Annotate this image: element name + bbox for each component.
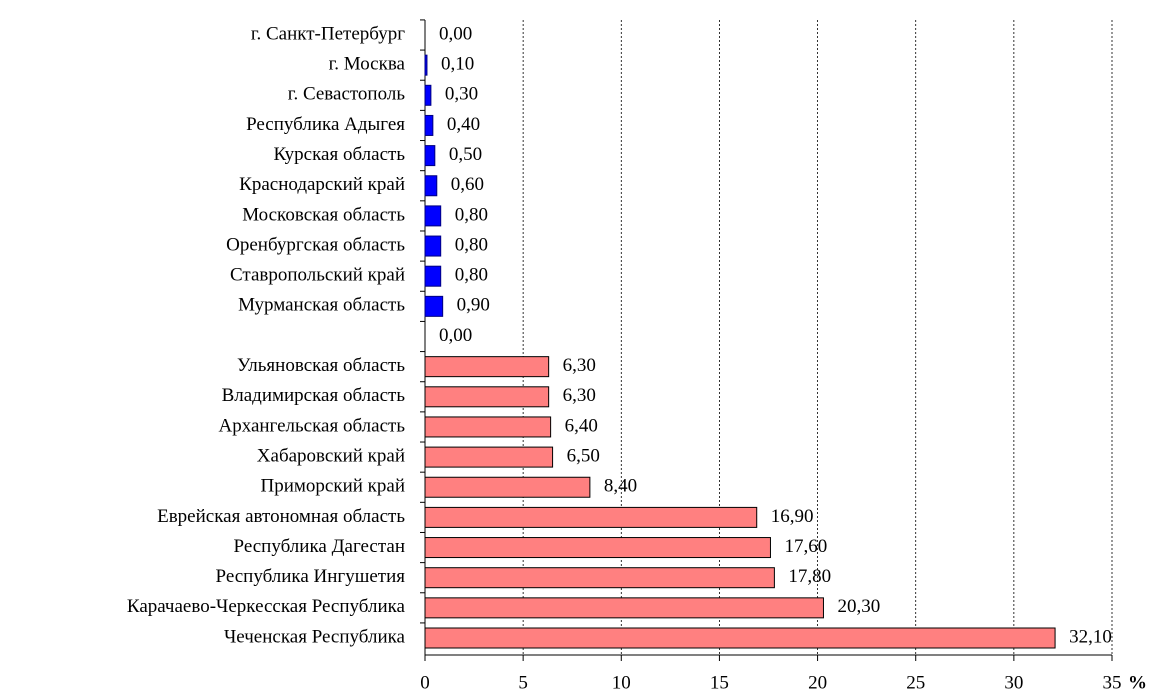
- bar: [424, 265, 442, 287]
- x-axis-label: %: [1128, 672, 1147, 693]
- value-label: 0,10: [441, 54, 474, 75]
- y-tick-label: Республика Ингушетия: [216, 566, 406, 587]
- y-tick-label: Приморский край: [261, 476, 406, 497]
- value-label: 17,60: [784, 536, 827, 557]
- value-label: 6,30: [563, 355, 596, 376]
- y-tick-label: Краснодарский край: [239, 174, 405, 195]
- value-label: 17,80: [788, 566, 831, 587]
- y-tick-label: г. Санкт-Петербург: [251, 23, 405, 44]
- value-label: 0,80: [455, 234, 488, 255]
- bar: [424, 386, 550, 408]
- bar: [424, 175, 438, 197]
- x-tick-label: 35: [1103, 672, 1122, 693]
- bar: [424, 84, 432, 106]
- value-label: 6,50: [567, 445, 600, 466]
- value-label: 0,80: [455, 204, 488, 225]
- value-label: 0,40: [447, 114, 480, 135]
- y-tick-label: Владимирская область: [222, 385, 406, 406]
- value-label: 0,50: [449, 144, 482, 165]
- bar: [424, 627, 1056, 649]
- value-label: 0,00: [439, 23, 472, 44]
- bar: [424, 567, 775, 589]
- value-label: 6,40: [565, 415, 598, 436]
- value-label: 0,60: [451, 174, 484, 195]
- y-tick-label: г. Москва: [329, 54, 406, 75]
- x-tick-label: 20: [808, 672, 827, 693]
- y-tick-label: Еврейская автономная область: [157, 506, 405, 527]
- y-tick-label: Ульяновская область: [237, 355, 405, 376]
- y-tick-label: Карачаево-Черкесская Республика: [127, 596, 406, 617]
- bar: [424, 506, 758, 528]
- bar: [424, 597, 824, 619]
- y-tick-label: Московская область: [242, 204, 405, 225]
- x-tick-label: 30: [1004, 672, 1023, 693]
- y-tick-label: Республика Дагестан: [234, 536, 405, 557]
- bar: [424, 145, 436, 167]
- y-tick-label: Оренбургская область: [226, 234, 405, 255]
- value-label: 0,80: [455, 265, 488, 286]
- value-label: 8,40: [604, 476, 637, 497]
- x-tick-label: 15: [710, 672, 729, 693]
- y-tick-label: Архангельская область: [218, 415, 405, 436]
- y-tick-label: Республика Адыгея: [246, 114, 405, 135]
- bar: [424, 295, 444, 317]
- bar: [424, 446, 554, 468]
- value-label: 32,10: [1069, 626, 1112, 647]
- value-label: 0,90: [457, 295, 490, 316]
- y-tick-label: г. Севастополь: [288, 84, 406, 105]
- x-tick-label: 0: [420, 672, 430, 693]
- x-tick-label: 5: [518, 672, 528, 693]
- y-tick-label: Чеченская Республика: [224, 626, 406, 647]
- bar: [424, 356, 550, 378]
- x-tick-label: 10: [612, 672, 631, 693]
- y-tick-label: Хабаровский край: [257, 445, 405, 466]
- value-label: 20,30: [837, 596, 880, 617]
- bar: [424, 537, 771, 559]
- value-label: 0,00: [439, 325, 472, 346]
- bar: [424, 476, 591, 498]
- bar: [424, 416, 552, 438]
- bar: [424, 235, 442, 257]
- value-label: 16,90: [771, 506, 814, 527]
- bar: [424, 54, 428, 76]
- value-label: 6,30: [563, 385, 596, 406]
- bar: [424, 114, 434, 136]
- y-tick-label: Курская область: [273, 144, 405, 165]
- x-tick-label: 25: [906, 672, 925, 693]
- y-tick-label: Мурманская область: [238, 295, 405, 316]
- value-label: 0,30: [445, 84, 478, 105]
- y-tick-label: Ставропольский край: [230, 265, 405, 286]
- bar: [424, 205, 442, 227]
